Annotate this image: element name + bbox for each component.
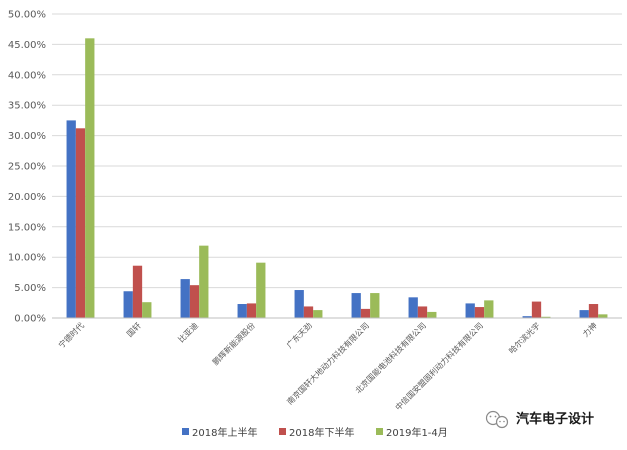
x-category-label: 国轩 [125, 320, 143, 338]
bar [142, 302, 152, 318]
x-category-label: 鹏辉新能源股份 [210, 320, 257, 367]
y-axis-ticks: 0.00% 5.00% 10.00% 15.00% 20.00% 25.00% 30.00%… [8, 10, 46, 325]
x-category-label: 中信国安盟固利动力科技有限公司 [393, 320, 485, 412]
bar [313, 310, 323, 318]
legend-swatch [182, 428, 189, 435]
bar [351, 293, 361, 318]
bar [132, 265, 143, 318]
legend-label: 2018年下半年 [289, 426, 354, 439]
legend-swatch [279, 428, 286, 435]
x-category-label: 力神 [581, 320, 599, 338]
bar [75, 128, 86, 318]
y-tick-label: 10.00% [8, 253, 46, 264]
y-tick-label: 35.00% [8, 101, 46, 112]
x-category-label: 哈尔滨光宇 [507, 320, 542, 355]
x-category-label: 广东天劲 [284, 320, 314, 350]
bar [237, 304, 247, 318]
bar [189, 285, 200, 318]
legend-swatch [376, 428, 383, 435]
x-axis-categories: 宁德时代 国轩 比亚迪 鹏辉新能源股份 广东天劲南京国轩大地动力科技有限公司北京国能电池… [56, 320, 599, 412]
bar [408, 297, 418, 318]
bar [522, 316, 532, 318]
y-tick-label: 0.00% [14, 314, 46, 325]
bar [85, 38, 95, 318]
legend-label: 2019年1-4月 [386, 426, 448, 439]
y-tick-label: 30.00% [8, 131, 46, 142]
watermark: 汽车电子设计 [485, 410, 594, 429]
bar [303, 306, 314, 318]
y-tick-label: 15.00% [8, 222, 46, 233]
bar [256, 262, 266, 318]
bars [66, 38, 608, 319]
bar [199, 245, 209, 318]
bar [541, 316, 551, 318]
y-tick-label: 50.00% [8, 10, 46, 21]
y-tick-label: 5.00% [14, 283, 46, 294]
bar [484, 300, 494, 318]
bar [246, 303, 257, 318]
watermark-text: 汽车电子设计 [516, 411, 594, 427]
bar [531, 301, 542, 318]
bar [123, 291, 133, 318]
bar [427, 311, 437, 318]
x-category-label: 比亚迪 [176, 320, 200, 344]
legend: 2018年上半年 2018年下半年 2019年1-4月 [182, 426, 448, 439]
bar [588, 304, 599, 318]
bar [180, 279, 190, 318]
x-category-label: 宁德时代 [56, 320, 86, 350]
bar [417, 306, 428, 318]
wechat-icon [485, 410, 509, 429]
y-tick-label: 20.00% [8, 192, 46, 203]
y-tick-label: 25.00% [8, 162, 46, 173]
bar [66, 120, 76, 319]
bar [370, 293, 380, 318]
y-tick-label: 45.00% [8, 40, 46, 51]
bar [465, 303, 475, 318]
bar [579, 310, 589, 318]
bar [474, 307, 485, 318]
bar [598, 314, 608, 318]
bar [294, 290, 304, 318]
gridlines [52, 13, 622, 289]
bar [360, 308, 371, 318]
legend-label: 2018年上半年 [192, 426, 257, 439]
y-tick-label: 40.00% [8, 70, 46, 81]
